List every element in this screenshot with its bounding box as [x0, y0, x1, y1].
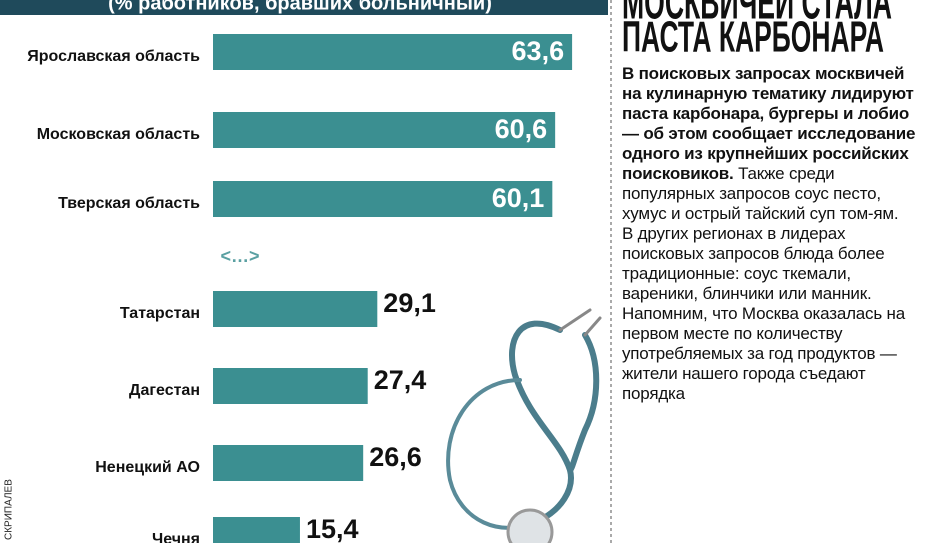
value-label: 63,6	[512, 36, 565, 66]
article-paragraph: Напомним, что Москва оказалась на первом…	[622, 304, 922, 404]
ellipsis-label: <…>	[220, 246, 259, 266]
stethoscope	[448, 310, 600, 543]
category-label: Тверская область	[58, 195, 200, 212]
category-label: Ярославская область	[27, 48, 200, 65]
value-label: 60,6	[495, 114, 548, 144]
bar	[213, 368, 368, 404]
value-label: 27,4	[374, 365, 427, 395]
bar	[213, 291, 377, 327]
headline-line: ПАСТА КАРБОНАРА	[622, 13, 884, 62]
value-label: 15,4	[306, 514, 359, 543]
category-label: Дагестан	[129, 382, 200, 399]
value-label: 60,1	[492, 183, 545, 213]
photo-credit: СКРИПАЛЕВ	[4, 479, 15, 540]
page: (% работников, бравших больничный) МОСКВ…	[0, 0, 929, 543]
bar	[213, 445, 363, 481]
value-label: 29,1	[383, 288, 436, 318]
category-label: Татарстан	[120, 305, 200, 322]
category-label: Чечня	[152, 531, 200, 543]
category-label: Ненецкий АО	[95, 459, 200, 476]
article-paragraph: В других регионах в лидерах поисковых за…	[622, 224, 922, 304]
article: В поисковых запросах москвичей на кулина…	[622, 64, 922, 543]
bar	[213, 517, 300, 543]
value-label: 26,6	[369, 442, 422, 472]
category-label: Московская область	[37, 126, 200, 143]
article-paragraph: В поисковых запросах москвичей на кулина…	[622, 64, 922, 224]
chart-title: (% работников, бравших больничный)	[108, 0, 492, 14]
